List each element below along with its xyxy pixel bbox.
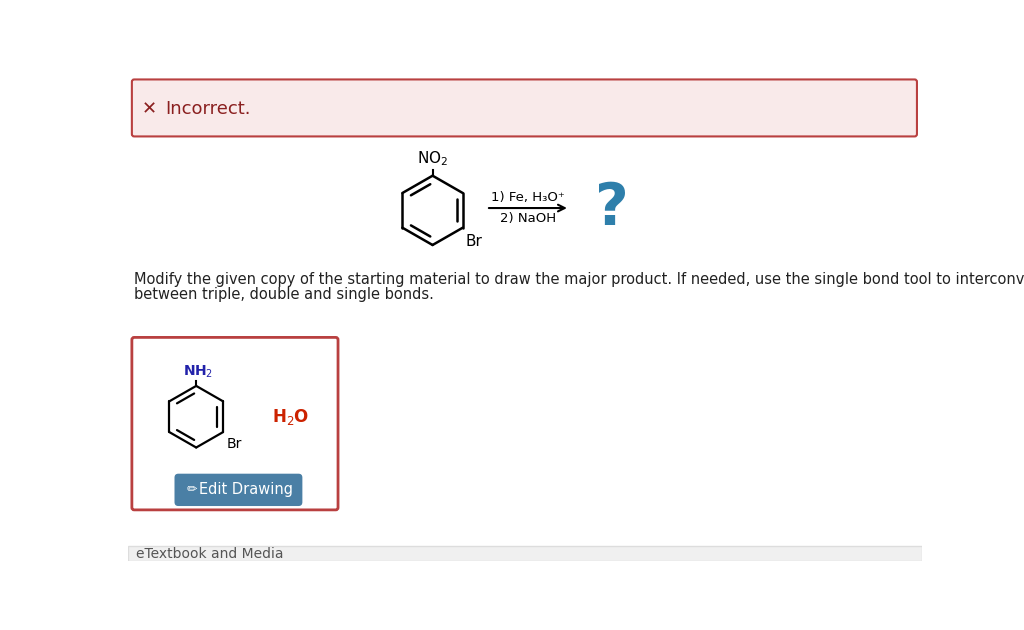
FancyBboxPatch shape xyxy=(174,474,302,506)
FancyBboxPatch shape xyxy=(132,338,338,510)
Text: eTextbook and Media: eTextbook and Media xyxy=(136,547,284,561)
Text: Br: Br xyxy=(226,437,242,452)
Text: Edit Drawing: Edit Drawing xyxy=(200,483,293,497)
FancyBboxPatch shape xyxy=(132,79,916,137)
Text: ✏: ✏ xyxy=(187,483,198,496)
Text: Modify the given copy of the starting material to draw the major product. If nee: Modify the given copy of the starting ma… xyxy=(134,272,1024,287)
Text: ✕: ✕ xyxy=(142,100,158,118)
Text: Br: Br xyxy=(466,234,482,249)
Text: NO$_2$: NO$_2$ xyxy=(417,149,449,168)
Text: NH$_2$: NH$_2$ xyxy=(182,364,213,380)
Text: 1) Fe, H₃O⁺: 1) Fe, H₃O⁺ xyxy=(492,191,565,204)
Text: between triple, double and single bonds.: between triple, double and single bonds. xyxy=(134,287,434,302)
Text: ?: ? xyxy=(595,180,629,236)
Text: H$_2$O: H$_2$O xyxy=(272,407,309,427)
Bar xyxy=(128,546,922,561)
Text: Incorrect.: Incorrect. xyxy=(165,100,251,118)
Text: 2) NaOH: 2) NaOH xyxy=(500,212,556,225)
